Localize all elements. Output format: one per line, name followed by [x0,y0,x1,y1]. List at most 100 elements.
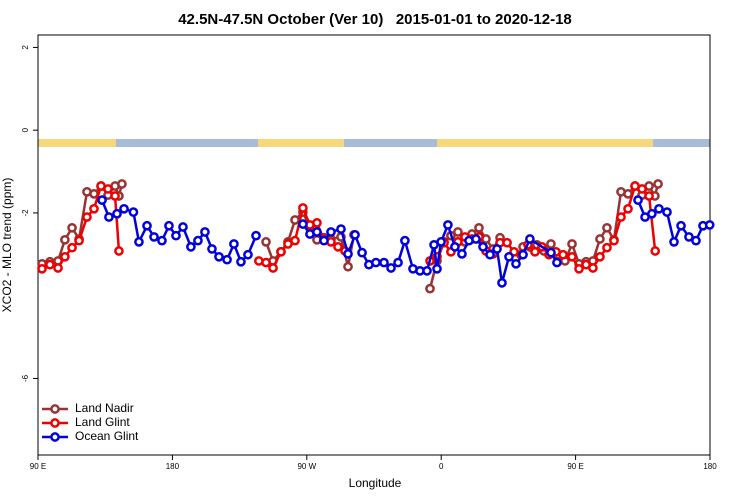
data-point [333,242,343,252]
data-point [67,222,77,233]
x-axis-label: Longitude [349,476,402,490]
data-point [350,230,360,240]
data-point [567,251,577,262]
data-point [290,235,300,246]
data-point [336,224,346,234]
data-point [662,207,672,217]
data-point [343,261,353,272]
data-point [379,257,389,268]
data-point [511,258,521,269]
legend-label: Land Glint [75,415,130,429]
data-point [298,219,308,229]
data-point [243,249,253,260]
data-point [602,222,612,233]
data-point [400,235,410,246]
data-point [117,179,127,189]
data-point [530,246,540,257]
data-point [119,203,129,214]
land-strip [258,139,344,147]
data-point [343,249,353,259]
data-point [37,263,47,274]
data-point [518,249,528,260]
data-point [567,239,577,249]
data-point [112,208,122,219]
data-point [229,239,239,249]
data-point [637,184,647,194]
data-point [691,235,701,246]
data-point [261,257,271,268]
legend-label: Ocean Glint [75,429,139,443]
data-point [474,222,484,233]
ocean-strip [344,139,437,147]
legend-label: Land Nadir [75,401,134,415]
data-point [45,259,55,270]
data-point [312,218,322,228]
data-point [502,237,512,248]
data-point [450,242,460,252]
x-tick-label: 90 E [30,462,46,471]
data-point [471,234,481,244]
surface-band [38,139,710,147]
x-tick-label: 0 [439,462,444,471]
y-tick-label: 0 [21,127,30,132]
data-point [214,251,224,262]
plot-frame [37,34,711,456]
data-point [319,235,329,246]
chart-title: 42.5N-47.5N October (Ver 10) 2015-01-01 … [178,11,572,28]
data-point [251,230,261,241]
data-point [67,242,77,253]
x-tick-label: 90 E [567,462,583,471]
data-point [478,242,488,252]
data-point [134,237,144,247]
data-point [186,242,196,252]
data-point [457,249,467,259]
data-point [114,246,124,256]
data-point [386,263,396,273]
data-point [236,256,246,267]
data-point [704,220,715,230]
data-point [443,220,453,230]
data-point [647,208,657,219]
data-point [546,247,556,258]
data-point [104,212,114,222]
data-point [89,203,99,214]
data-point [207,244,217,254]
x-tick-label: 90 W [297,462,316,471]
y-tick-label: 2 [21,45,30,50]
data-point [164,220,174,231]
data-point [644,191,654,201]
data-point [609,235,619,246]
data-point [157,235,167,246]
data-point [261,237,271,247]
data-point [546,239,556,249]
legend-marker [50,418,60,428]
data-point [525,234,535,244]
data-point [436,237,446,247]
data-point [654,203,664,214]
data-point [492,244,502,254]
data-point [669,237,679,247]
data-point [425,283,435,294]
data-point [142,220,152,231]
data-point [497,278,507,288]
data-point [222,254,232,265]
data-point [574,263,584,274]
data-point [128,207,139,217]
data-point [432,263,442,274]
data-point [60,251,70,262]
data-point [60,234,70,245]
data-point [552,257,562,268]
data-point [485,249,495,260]
data-point [97,195,107,205]
land-strip [437,139,653,147]
data-point [623,203,633,214]
data-point [684,232,694,242]
y-tick-label: -2 [21,209,30,217]
data-point [171,230,181,241]
data-point [200,227,210,237]
x-tick-label: 180 [703,462,717,471]
data-point [595,251,605,262]
data-point [298,203,308,213]
data-point [393,257,403,268]
